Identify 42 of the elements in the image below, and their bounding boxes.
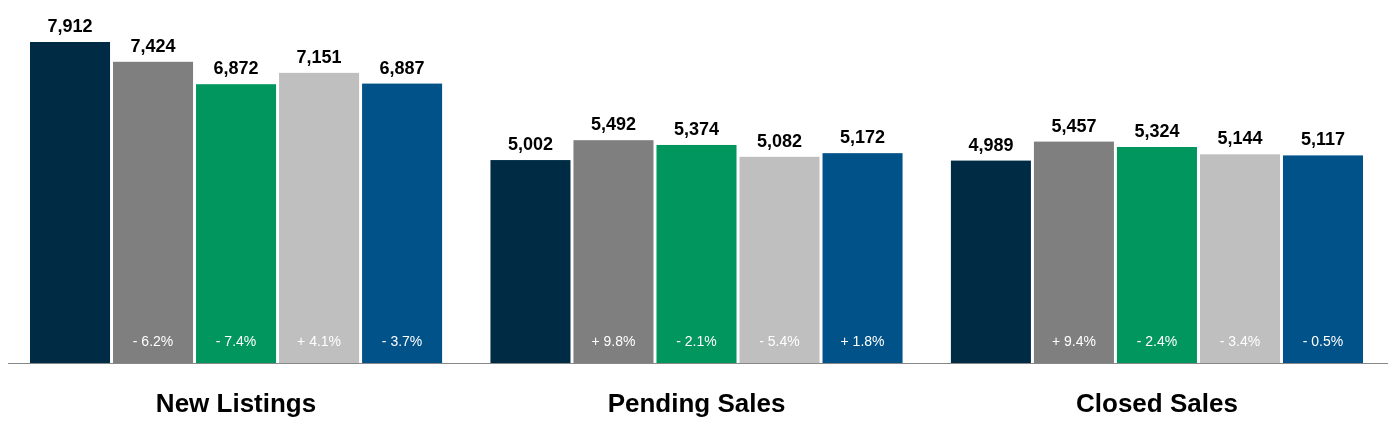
bar (656, 144, 737, 363)
data-label: 7,151 (296, 46, 342, 67)
data-label: 5,457 (1051, 115, 1097, 136)
x-tick-label: Closed Sales (1076, 388, 1238, 418)
bar (950, 160, 1031, 363)
data-label: 5,144 (1217, 128, 1263, 149)
bar (362, 83, 443, 363)
annotation: - 3.4% (1219, 333, 1261, 349)
bar (1116, 147, 1197, 363)
annotation: - 2.4% (1136, 333, 1178, 349)
data-label: 5,324 (1134, 121, 1180, 141)
x-tick-label: Pending Sales (607, 388, 786, 418)
bar (279, 72, 360, 363)
bar (490, 160, 571, 363)
data-label: 5,082 (756, 130, 803, 151)
data-label: 5,374 (673, 118, 720, 139)
data-label: 5,117 (1300, 129, 1346, 150)
annotation: - 5.4% (759, 333, 800, 349)
x-tick-label: New Listings (155, 388, 317, 418)
bar (30, 42, 111, 363)
data-label: 6,872 (213, 58, 259, 79)
annotation: + 9.4% (1051, 333, 1096, 349)
data-label: 7,912 (47, 16, 93, 36)
data-label: 7,424 (130, 35, 176, 56)
annotation: - 0.5% (1302, 333, 1344, 349)
data-label: 5,172 (840, 127, 886, 148)
annotation: + 9.8% (591, 333, 636, 349)
data-label: 4,989 (968, 134, 1014, 155)
bar (1199, 154, 1280, 363)
data-label: 6,887 (379, 57, 425, 78)
bar (822, 153, 903, 363)
bar (1282, 155, 1363, 363)
annotation: - 6.2% (132, 333, 174, 349)
data-label: 5,002 (507, 134, 553, 155)
annotation: + 4.1% (297, 333, 342, 349)
annotation: - 2.1% (676, 333, 717, 349)
annotation: + 1.8% (840, 333, 885, 349)
annotation: - 3.7% (381, 333, 423, 349)
bar (196, 84, 277, 363)
data-label: 5,492 (590, 114, 637, 135)
bar (739, 156, 820, 363)
annotation: - 7.4% (215, 333, 257, 349)
